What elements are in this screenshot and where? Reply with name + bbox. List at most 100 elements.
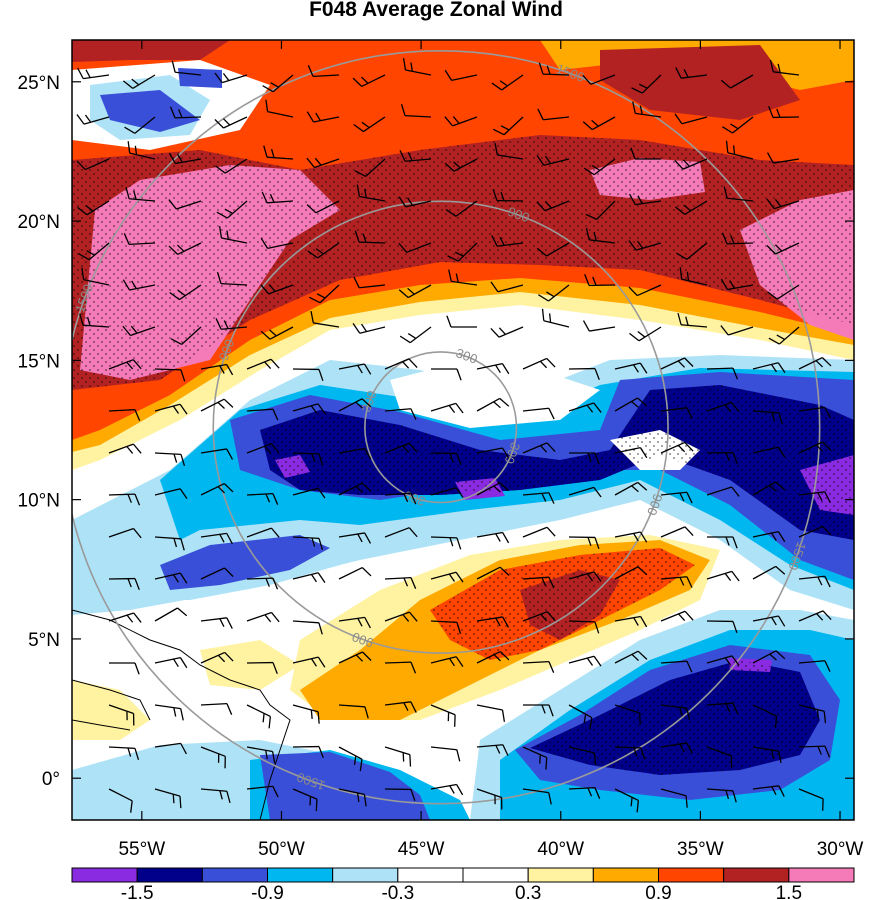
wind-barb	[431, 368, 462, 381]
wind-barb	[122, 74, 156, 89]
wind-barb	[660, 407, 693, 419]
wind-barb	[445, 200, 478, 217]
wind-barb	[292, 403, 326, 414]
wind-barb	[200, 398, 234, 412]
wind-barb	[767, 284, 800, 300]
colorbar-label: -0.9	[251, 883, 284, 900]
wind-barb	[632, 101, 662, 118]
wind-barb	[522, 788, 552, 805]
colorbar-bin	[201, 867, 268, 883]
wind-barb	[356, 184, 386, 202]
wind-barb	[246, 704, 272, 729]
wind-barb	[660, 357, 694, 370]
wind-barb	[798, 357, 832, 370]
wind-barb	[476, 362, 510, 375]
wind-barb	[494, 143, 524, 160]
wind-barb	[338, 363, 372, 375]
wind-barb	[154, 788, 182, 809]
wind-barb	[476, 566, 510, 580]
wind-barb	[154, 704, 184, 721]
wind-barb	[720, 278, 754, 291]
wind-barb	[154, 607, 188, 622]
wind-barb	[568, 704, 593, 730]
patch-blue-nw	[100, 90, 200, 132]
wind-barb	[384, 527, 418, 538]
wind-barb	[706, 570, 740, 582]
wind-barb	[752, 785, 785, 797]
wind-barb	[384, 408, 417, 420]
patch-blue-nw2	[178, 68, 222, 88]
wind-barb	[522, 660, 555, 673]
wind-barb	[582, 116, 616, 131]
wind-barb	[706, 702, 739, 715]
wind-barb	[720, 325, 754, 336]
wind-barb	[215, 318, 248, 330]
wind-barb	[384, 576, 417, 589]
wind-barb	[108, 527, 142, 539]
wind-barb	[292, 704, 320, 724]
wind-barb	[338, 532, 372, 544]
wind-barb	[384, 611, 418, 622]
wind-barb	[752, 704, 778, 728]
wind-barb	[78, 242, 110, 261]
wind-barb	[568, 367, 600, 380]
wind-barb	[631, 74, 662, 94]
wind-barb	[536, 154, 570, 166]
wind-barb	[246, 785, 279, 798]
wind-barb	[306, 200, 340, 214]
colorbar-label: 1.5	[776, 883, 802, 900]
wind-barb	[491, 74, 524, 91]
wind-barb	[614, 746, 646, 760]
x-tick-label: 45°W	[398, 839, 445, 860]
wind-barb	[568, 571, 602, 582]
colorbar-bin	[592, 867, 659, 883]
wind-barb	[583, 158, 616, 176]
wind-barb	[154, 403, 188, 415]
wind-barb	[246, 443, 280, 454]
wind-barb	[582, 320, 616, 332]
wind-barb	[537, 284, 570, 302]
wind-barb	[721, 232, 754, 245]
band-blue-8n	[160, 535, 330, 590]
wind-barb	[798, 788, 824, 811]
wind-barb	[444, 158, 478, 172]
wind-barb	[752, 650, 786, 664]
colorbar-label: -1.5	[121, 883, 154, 900]
wind-barb	[292, 452, 324, 466]
x-tick-label: 40°W	[537, 839, 584, 860]
wind-barb	[568, 786, 601, 799]
wind-barb	[752, 746, 782, 763]
wind-barb	[569, 452, 600, 465]
wind-barb	[200, 363, 234, 376]
colorbar-bin	[332, 867, 399, 883]
wind-barb	[246, 408, 279, 421]
y-axis: 25°N 20°N 15°N 10°N 5°N 0°	[18, 73, 854, 790]
wind-barb	[338, 616, 371, 629]
wind-barb	[752, 481, 786, 496]
wind-barb	[476, 788, 503, 810]
wind-barb	[430, 452, 462, 466]
wind-barb	[108, 493, 141, 506]
wind-barb	[630, 147, 661, 160]
significance-stipple	[72, 135, 854, 775]
wind-barb	[537, 108, 570, 121]
wind-barb	[476, 651, 510, 664]
wind-barb	[725, 140, 754, 160]
range-ring	[212, 200, 669, 654]
wind-barb	[660, 742, 694, 754]
wind-barb	[707, 536, 738, 549]
wind-barb	[261, 191, 294, 204]
band-white-mid	[390, 362, 600, 428]
wind-barb	[398, 196, 432, 208]
wind-barb	[384, 358, 418, 370]
wind-barb	[200, 617, 233, 629]
wind-barb	[352, 74, 386, 87]
wind-barb	[582, 74, 616, 85]
wind-barb	[798, 525, 832, 538]
y-tick-label: 0°	[42, 769, 60, 790]
wind-barb	[476, 397, 510, 412]
wind-barb	[476, 531, 510, 544]
wind-barb	[536, 200, 570, 212]
wind-barb	[523, 704, 554, 717]
